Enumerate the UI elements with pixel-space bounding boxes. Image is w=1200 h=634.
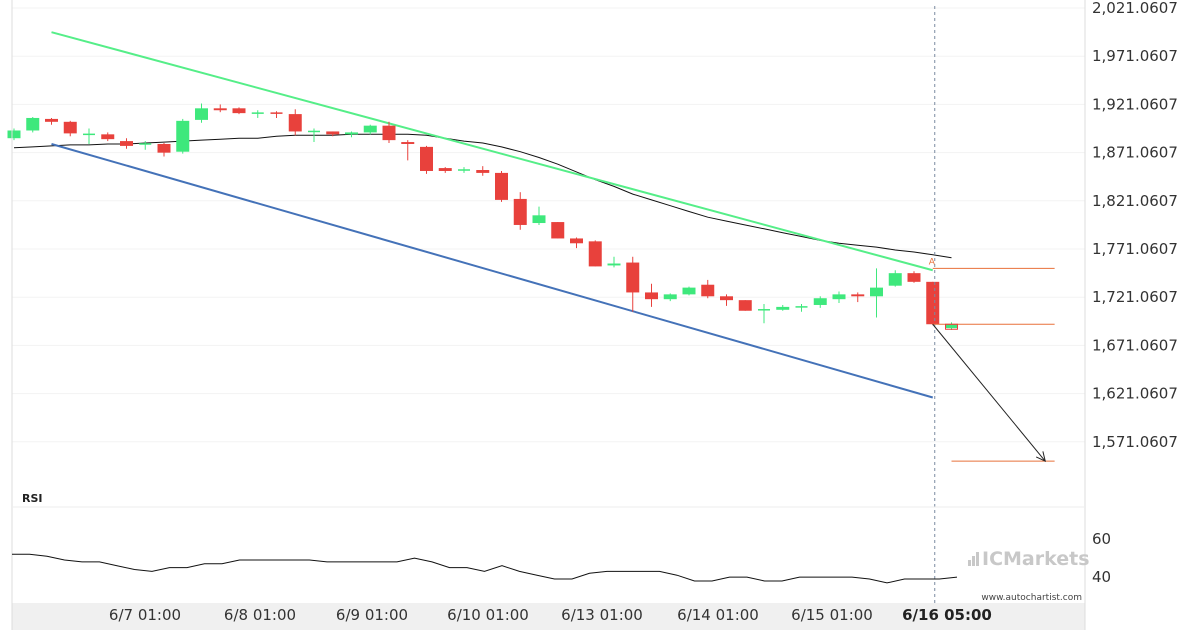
- candle: [870, 287, 883, 297]
- forecast-arrow-line: [932, 323, 1046, 462]
- candle: [345, 132, 358, 135]
- candle: [720, 296, 733, 301]
- resistance-trendline: [51, 31, 934, 272]
- time-tick-label: 6/16 05:00: [902, 606, 992, 624]
- candle: [907, 273, 921, 282]
- candle: [7, 130, 21, 139]
- candle: [926, 281, 940, 325]
- candle: [738, 300, 752, 311]
- candle: [195, 108, 208, 120]
- time-axis-band: [12, 603, 1085, 630]
- candle: [551, 222, 565, 239]
- candle: [476, 170, 490, 173]
- time-tick-label: 6/10 01:00: [447, 606, 529, 624]
- candle: [663, 294, 677, 300]
- rsi-panel: RSI 60 40: [12, 492, 1111, 586]
- price-tick-label: 1,921.0607: [1092, 95, 1178, 113]
- overlay-layer: [932, 6, 1055, 603]
- candle: [645, 292, 658, 300]
- candle: [288, 114, 302, 132]
- time-tick-label: 6/8 01:00: [224, 606, 296, 624]
- candle: [513, 198, 527, 225]
- brand-logo-bar: [976, 552, 979, 566]
- candle: [701, 284, 715, 297]
- watermark-url: www.autochartist.com: [981, 593, 1082, 603]
- candle: [832, 294, 846, 300]
- series-layer: [7, 31, 958, 399]
- label-layer: A ICMarkets www.autochartist.com: [929, 257, 1090, 603]
- candle: [101, 134, 115, 140]
- pattern-marker-label: A: [929, 257, 936, 267]
- candle: [63, 121, 77, 134]
- price-tick-label: 1,671.0607: [1092, 336, 1178, 354]
- candle: [120, 141, 133, 146]
- candle: [682, 287, 696, 295]
- candle: [401, 142, 415, 144]
- candle: [26, 117, 40, 131]
- rsi-tick-label: 40: [1092, 568, 1111, 586]
- axis-layer: 2,021.0607 1,971.0607 1,921.0607 1,871.0607…: [11, 0, 1178, 630]
- brand-text: ICMarkets: [982, 548, 1090, 570]
- candle: [45, 118, 58, 122]
- candle: [382, 125, 396, 141]
- candle: [438, 168, 452, 171]
- candle: [588, 241, 602, 267]
- price-tick-label: 1,971.0607: [1092, 47, 1178, 65]
- price-tick-label: 1,871.0607: [1092, 144, 1178, 162]
- price-tick-label: 1,721.0607: [1092, 288, 1178, 306]
- candle: [176, 120, 190, 152]
- candle: [326, 131, 340, 135]
- gridlines: [12, 7, 1085, 630]
- candle: [888, 273, 902, 286]
- brand-logo-bar: [968, 560, 971, 566]
- price-tick-label: 2,021.0607: [1092, 0, 1178, 17]
- price-tick-label: 1,621.0607: [1092, 385, 1178, 403]
- candle: [945, 324, 958, 329]
- candle: [532, 215, 546, 224]
- last-candle-outline: [945, 323, 958, 330]
- moving-average-line: [13, 133, 952, 259]
- candle: [495, 172, 508, 200]
- time-tick-label: 6/7 01:00: [109, 606, 181, 624]
- forecast-arrow-head: [1035, 451, 1046, 463]
- brand-logo: ICMarkets: [968, 548, 1090, 570]
- rsi-line: [12, 553, 958, 584]
- candle: [363, 125, 377, 133]
- candle: [213, 108, 227, 111]
- candle: [851, 294, 865, 297]
- time-tick-label: 6/14 01:00: [677, 606, 759, 624]
- candle: [776, 306, 790, 310]
- time-tick-label: 6/15 01:00: [791, 606, 873, 624]
- candle: [570, 238, 583, 244]
- candle: [232, 108, 246, 114]
- rsi-title: RSI: [22, 492, 43, 505]
- candle: [626, 262, 640, 293]
- time-tick-label: 6/13 01:00: [561, 606, 643, 624]
- candle: [420, 146, 433, 171]
- rsi-tick-label: 60: [1092, 530, 1111, 548]
- candle: [157, 143, 171, 153]
- support-trendline: [51, 143, 934, 399]
- time-tick-label: 6/9 01:00: [336, 606, 408, 624]
- price-tick-label: 1,571.0607: [1092, 433, 1178, 451]
- candle: [607, 263, 621, 266]
- price-tick-label: 1,771.0607: [1092, 240, 1178, 258]
- brand-logo-bar: [972, 556, 975, 566]
- candle: [813, 298, 827, 305]
- price-tick-label: 1,821.0607: [1092, 192, 1178, 210]
